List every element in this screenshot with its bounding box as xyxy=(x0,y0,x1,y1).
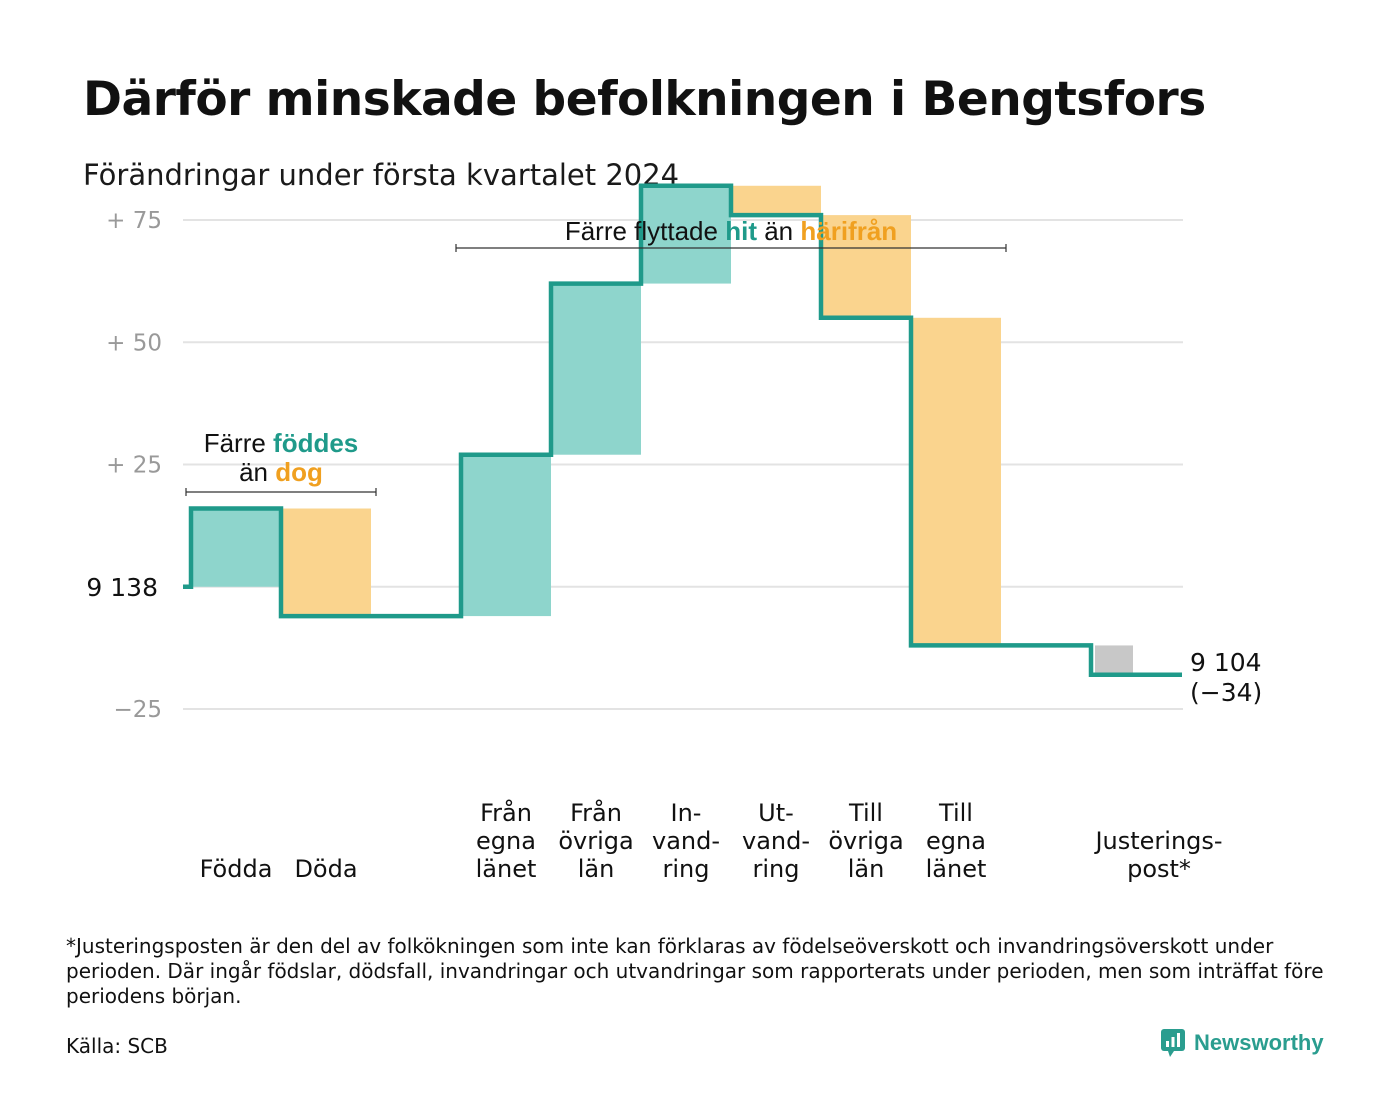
waterfall-bar xyxy=(731,185,821,216)
source-label: Källa: SCB xyxy=(66,1034,168,1058)
cumulative-step-line xyxy=(183,183,1182,678)
category-label: Till xyxy=(938,799,973,827)
chart-subtitle: Förändringar under första kvartalet 2024 xyxy=(83,158,680,192)
y-tick-label: + 50 xyxy=(106,330,162,356)
category-label: post* xyxy=(1127,855,1191,883)
category-label: egna xyxy=(926,827,986,855)
annotation-text: Färre föddes xyxy=(204,428,359,458)
category-label: övriga xyxy=(828,827,903,855)
annotation-segment: än xyxy=(239,457,275,487)
category-label: län xyxy=(578,855,615,883)
chart-title: Därför minskade befolkningen i Bengtsfor… xyxy=(83,72,1206,127)
y-tick-label: + 25 xyxy=(106,453,162,479)
waterfall-bar xyxy=(911,317,1001,646)
start-value-label: 9 138 xyxy=(86,573,158,602)
category-label: övriga xyxy=(558,827,633,855)
category-label: Födda xyxy=(200,855,273,883)
category-label: Ut- xyxy=(758,799,794,827)
annotation-segment: föddes xyxy=(273,428,358,458)
y-tick-label: −25 xyxy=(113,697,162,723)
category-label: Till xyxy=(848,799,883,827)
category-label: egna xyxy=(476,827,536,855)
end-change-label: (−34) xyxy=(1190,678,1262,707)
category-label: ring xyxy=(663,855,710,883)
end-value-label: 9 104 xyxy=(1190,648,1262,677)
category-label: Justerings- xyxy=(1093,827,1222,855)
waterfall-bar xyxy=(641,185,731,284)
y-tick-label: + 75 xyxy=(106,208,162,234)
annotation-segment: Färre xyxy=(204,428,273,458)
category-label: vand- xyxy=(652,827,720,855)
category-label: In- xyxy=(671,799,702,827)
category-label: länet xyxy=(476,855,537,883)
category-label: Från xyxy=(570,798,622,827)
category-label: län xyxy=(848,855,885,883)
footnote: *Justeringsposten är den del av folkökni… xyxy=(66,934,1324,1008)
brand-name: Newsworthy xyxy=(1194,1030,1324,1055)
annotation-segment: än xyxy=(757,216,800,246)
category-label: ring xyxy=(753,855,800,883)
annotation-segment: dog xyxy=(275,457,323,487)
waterfall-bar xyxy=(551,283,641,455)
annotation-text: än dog xyxy=(239,457,323,487)
annotation-segment: Färre flyttade xyxy=(565,216,725,246)
waterfall-bar xyxy=(281,508,371,617)
annotation-text: Färre flyttade hit än härifrån xyxy=(565,216,897,246)
category-label: vand- xyxy=(742,827,810,855)
category-label: Döda xyxy=(294,855,357,883)
waterfall-bar xyxy=(461,454,551,617)
waterfall-chart: + 75 + 50 + 25 −25 9 138 9 104(−34) Födda Döda F… xyxy=(86,183,1262,883)
newsworthy-logo-icon xyxy=(1161,1029,1185,1057)
waterfall-bar xyxy=(821,215,911,318)
annotation-segment: hit xyxy=(725,216,757,246)
category-label: Från xyxy=(480,798,532,827)
waterfall-bar xyxy=(191,508,281,587)
annotation-segment: härifrån xyxy=(800,216,897,246)
waterfall-bar xyxy=(1095,645,1133,675)
category-label: länet xyxy=(926,855,987,883)
brand-logo: Newsworthy xyxy=(1160,1028,1324,1058)
